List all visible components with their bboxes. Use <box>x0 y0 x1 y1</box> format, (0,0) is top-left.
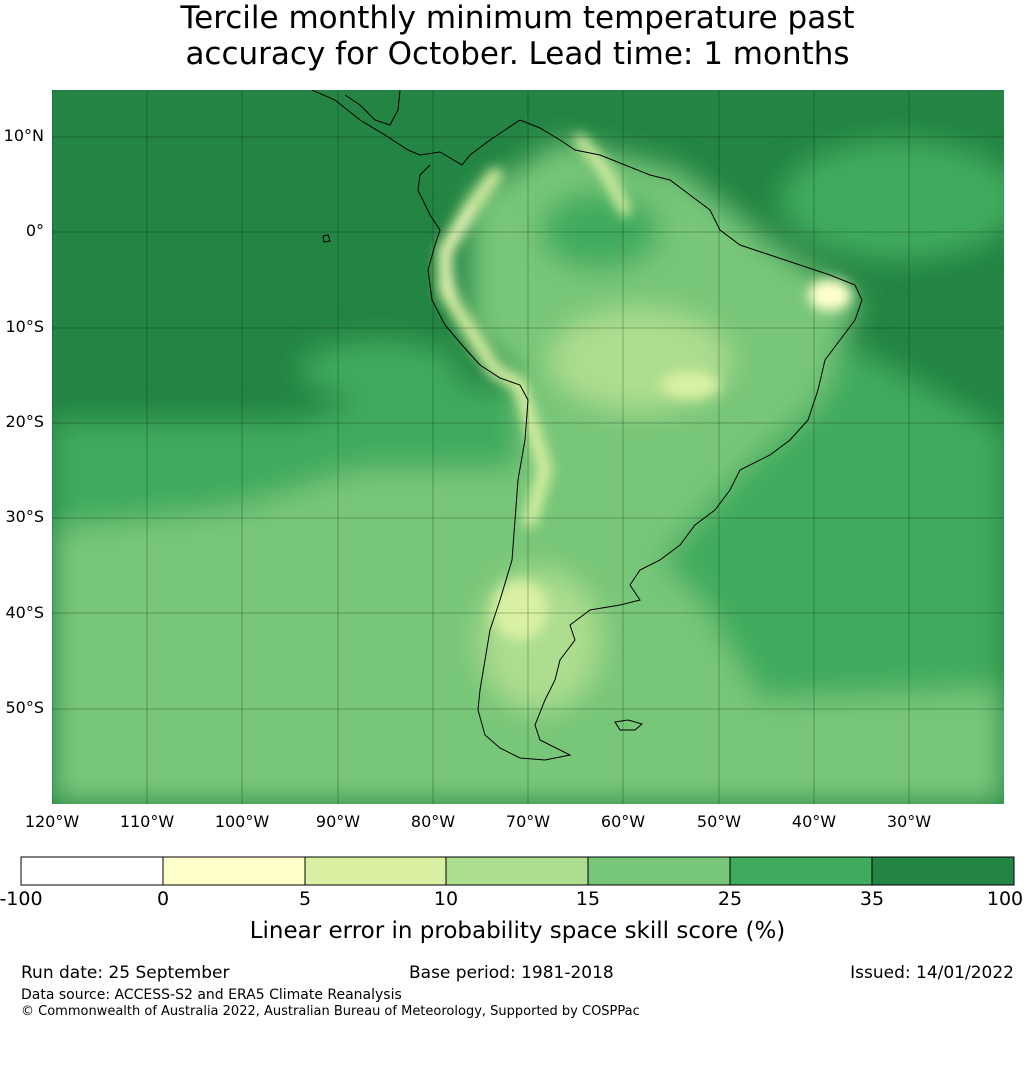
skill-patch <box>780 140 1004 260</box>
andes-ridge-core <box>441 207 473 303</box>
colorbar-tick: 15 <box>575 888 601 910</box>
copyright: © Commonwealth of Australia 2022, Austra… <box>21 1004 640 1019</box>
lon-label: 70°W <box>505 812 551 831</box>
colorbar-label: Linear error in probability space skill … <box>249 918 786 944</box>
south-america-coastline <box>311 90 863 761</box>
colorbar-segment <box>730 857 872 885</box>
galapagos-islands <box>322 234 331 243</box>
skill-patch <box>540 190 660 270</box>
map-panel <box>52 90 1004 804</box>
colorbar-segment <box>305 857 446 885</box>
colorbar-tick: 0 <box>156 888 170 910</box>
lon-label: 120°W <box>24 812 80 831</box>
lat-label: 30°S <box>5 507 44 526</box>
skill-patch <box>300 340 460 400</box>
skill-patch-bright <box>660 371 720 399</box>
falkland-islands <box>614 719 644 731</box>
lat-label: 0° <box>25 221 44 240</box>
lat-label: 50°S <box>5 698 44 717</box>
colorbar-tick: 5 <box>298 888 312 910</box>
lon-label: 40°W <box>791 812 837 831</box>
lon-label: 60°W <box>600 812 646 831</box>
guiana-ridge <box>574 134 631 216</box>
lon-label: 50°W <box>696 812 742 831</box>
lon-label: 80°W <box>410 812 456 831</box>
chart-title-line-2: accuracy for October. Lead time: 1 month… <box>185 36 850 72</box>
lat-label: 20°S <box>5 412 44 431</box>
lon-label: 100°W <box>214 812 270 831</box>
colorbar-segment <box>872 857 1014 885</box>
colorbar-frame <box>20 856 1015 886</box>
lat-label: 40°S <box>5 603 44 622</box>
colorbar-segment <box>588 857 730 885</box>
base-period: Base period: 1981-2018 <box>409 963 614 983</box>
skill-patch-bright <box>808 279 852 311</box>
colorbar-tick: 100 <box>986 888 1024 910</box>
colorbar-segment <box>21 857 163 885</box>
chart-title-line-1: Tercile monthly minimum temperature past <box>180 0 855 36</box>
colorbar-tick: 35 <box>859 888 885 910</box>
skill-patch-bright <box>492 580 548 640</box>
lon-label: 110°W <box>119 812 175 831</box>
issued-date: Issued: 14/01/2022 <box>850 963 1014 983</box>
run-date: Run date: 25 September <box>21 963 230 983</box>
lat-label: 10°S <box>5 317 44 336</box>
lon-label: 90°W <box>315 812 361 831</box>
colorbar-tick: 10 <box>433 888 459 910</box>
central-america-coastline <box>344 90 401 126</box>
colorbar-segment <box>163 857 305 885</box>
lon-label: 30°W <box>886 812 932 831</box>
lat-label: 10°N <box>3 126 44 145</box>
colorbar-tick: 25 <box>717 888 743 910</box>
gridlines <box>52 90 1004 804</box>
colorbar-segment <box>446 857 588 885</box>
skill-patch <box>700 440 940 600</box>
colorbar-tick: -100 <box>0 888 43 910</box>
data-source: Data source: ACCESS-S2 and ERA5 Climate … <box>21 987 402 1003</box>
